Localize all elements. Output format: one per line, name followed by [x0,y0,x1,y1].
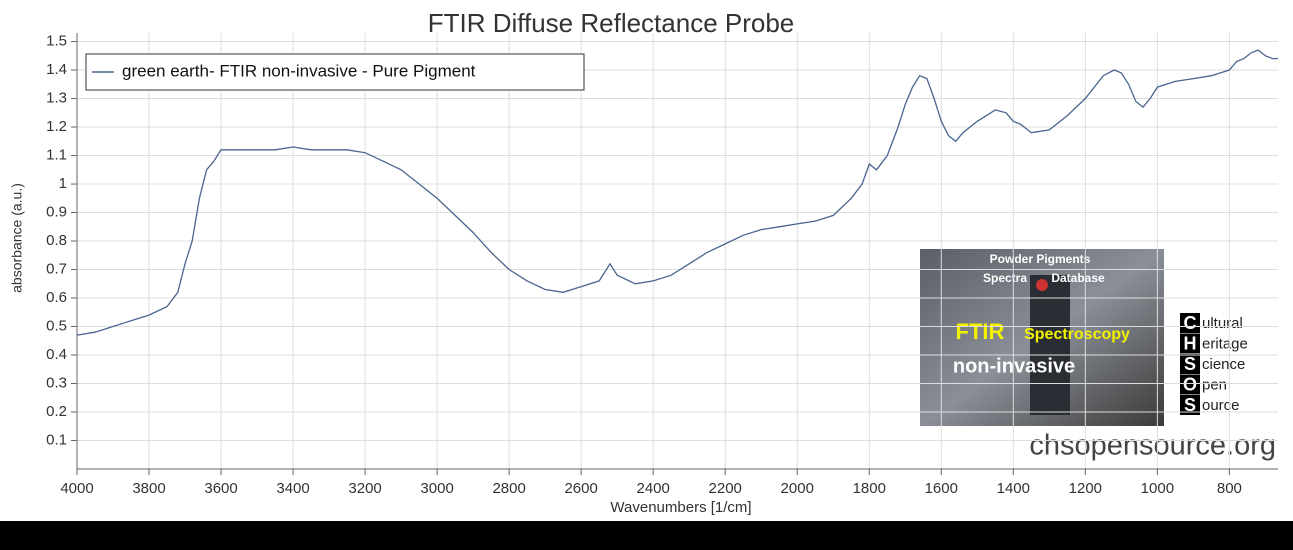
logo-block [1180,395,1200,415]
x-tick-label: 3400 [276,480,309,497]
x-tick-label: 2600 [564,480,597,497]
logo-block [1180,333,1200,354]
inset-text: Spectroscopy [1024,326,1130,343]
legend-box [85,53,585,91]
x-tick-label: 3600 [204,480,237,497]
bottom-bar [0,521,1293,550]
logo-block [1180,313,1200,333]
x-tick-label: 800 [1217,480,1242,497]
y-tick-label: 0.2 [46,403,67,420]
grid [76,33,1278,469]
x-tick-label: 1000 [1141,480,1174,497]
logo-word: eritage [1202,335,1248,352]
probe [1030,275,1070,415]
y-axis-label: absorbance (a.u.) [9,183,25,293]
y-tick-label: 0.3 [46,374,67,391]
inset-text: Powder Pigments [990,252,1091,266]
inset-text: Database [1051,271,1105,285]
data-line [76,49,1278,336]
y-tick-label: 1 [59,175,67,192]
y-tick-label: 1.5 [46,33,67,50]
y-tick-label: 1.2 [46,118,67,135]
chart-title: FTIR Diffuse Reflectance Probe [428,8,795,38]
y-tick-label: 0.8 [46,232,67,249]
logo-word: ource [1202,397,1240,414]
x-axis-label: Wavenumbers [1/cm] [610,499,751,516]
y-tick-label: 0.6 [46,289,67,306]
x-tick-label: 2000 [781,480,814,497]
y-tick-label: 1.3 [46,90,67,107]
x-tick-label: 3000 [420,480,453,497]
inset-text: non-invasive [953,355,1075,377]
logo-letter: H [1184,333,1197,353]
x-tick-label: 2800 [492,480,525,497]
logo-block [1180,354,1200,374]
x-tick-label: 4000 [60,480,93,497]
y-tick-label: 0.1 [46,431,67,448]
legend: green earth- FTIR non-invasive - Pure Pi… [85,53,585,91]
logo-letter: O [1183,374,1197,394]
y-tick-label: 0.7 [46,260,67,277]
logo-word: ultural [1202,315,1243,332]
x-tick-label: 1600 [925,480,958,497]
logo-letter: S [1184,395,1196,415]
legend-label: green earth- FTIR non-invasive - Pure Pi… [122,61,476,80]
x-tick-label: 2200 [709,480,742,497]
y-tick-label: 0.5 [46,317,67,334]
x-tick-label: 1400 [997,480,1030,497]
logo-letter: C [1184,313,1197,333]
y-tick-label: 0.4 [46,346,67,363]
inset-text: Spectra [983,271,1027,285]
website: chsopensource.org [1029,430,1276,462]
x-tick-label: 1800 [853,480,886,497]
logo-letter: S [1184,354,1196,374]
inset-text: FTIR [956,319,1005,344]
logo-block [1180,374,1200,395]
y-tick-label: 1.1 [46,147,67,164]
x-tick-label: 3200 [348,480,381,497]
logo-word: pen [1202,376,1227,393]
logo-word: cience [1202,356,1245,373]
y-tick-label: 0.9 [46,203,67,220]
probe-tip [1036,279,1048,291]
y-tick-label: 1.4 [46,61,67,78]
x-tick-label: 3800 [132,480,165,497]
x-tick-label: 2400 [637,480,670,497]
x-tick-label: 1200 [1069,480,1102,497]
